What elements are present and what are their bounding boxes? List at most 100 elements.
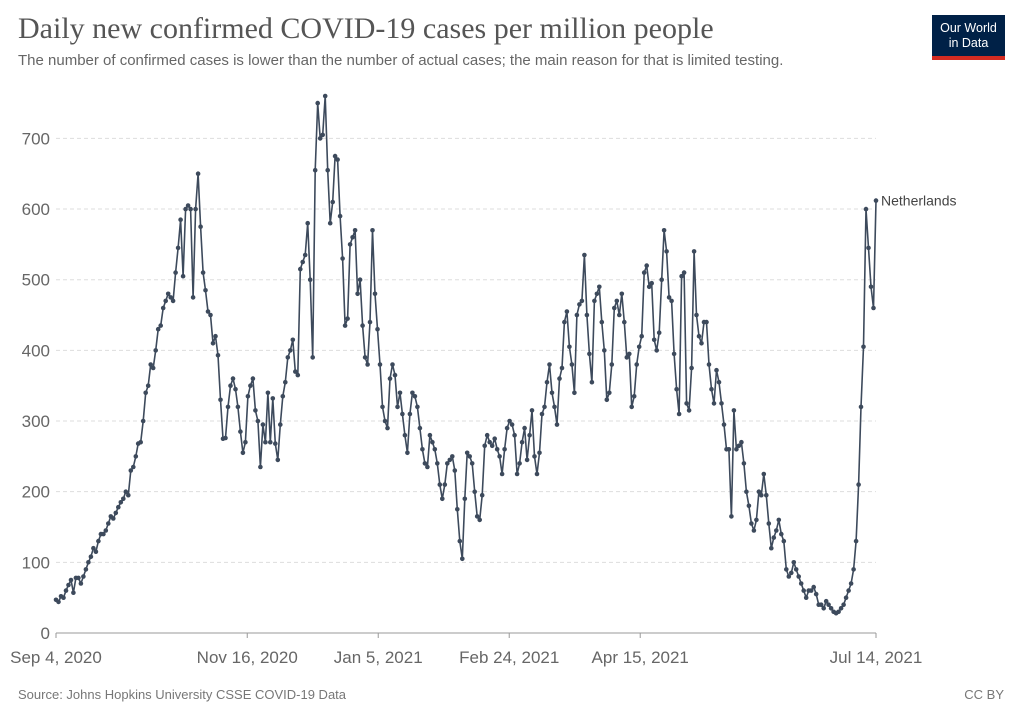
data-point [731,408,737,413]
data-point [457,538,463,544]
data-point [81,574,86,579]
data-point [706,362,712,367]
x-tick-label-3: Feb 24, 2021 [459,648,559,667]
y-tick-label-600: 600 [22,200,50,219]
data-point [218,397,223,403]
data-point [776,517,782,523]
data-point [823,598,829,604]
data-point [225,404,231,410]
data-point [781,538,787,544]
data-point [818,602,824,607]
data-point [749,521,754,526]
data-point [188,206,193,212]
data-point [327,220,333,226]
data-point [450,454,455,459]
data-point [562,319,567,325]
data-point [442,482,448,487]
data-point [280,394,286,399]
y-tick-label-0: 0 [41,624,50,643]
owid-logo[interactable]: Our World in Data [932,15,1005,60]
data-point [721,422,727,427]
data-point [759,492,764,498]
data-point [527,432,532,438]
data-point [821,606,826,611]
data-point [111,516,116,521]
data-point [385,425,390,431]
series-line[interactable] [55,95,877,614]
data-point [175,245,181,251]
data-point [858,404,864,410]
data-point [337,213,343,219]
data-point [629,404,634,410]
data-point [352,228,358,233]
data-point [407,411,413,417]
data-point [467,454,473,459]
data-point [255,418,261,424]
data-point [270,396,276,401]
data-point [564,309,570,314]
data-point [158,323,163,328]
data-point [113,510,119,516]
series-netherlands[interactable]: Netherlands [53,93,957,616]
data-point [614,298,620,304]
data-point [582,252,587,258]
data-point [711,401,717,406]
data-point [484,432,490,438]
data-point [345,316,350,321]
data-point [597,284,602,290]
data-point [793,567,799,572]
data-point [382,418,388,424]
data-point [664,249,669,254]
data-point [557,376,562,381]
data-point [851,567,856,572]
data-point [213,333,218,339]
data-point [619,291,625,297]
data-point [233,386,238,392]
data-point [786,574,792,579]
data-point [355,291,360,297]
data-point [392,372,398,378]
x-tick-label-2: Jan 5, 2021 [334,648,423,667]
data-point [856,482,861,487]
data-point [153,348,158,353]
source-note[interactable]: Source: Johns Hopkins University CSSE CO… [18,687,347,702]
data-point [322,93,328,99]
data-point [686,408,692,413]
data-point [377,362,383,367]
data-point [462,496,468,502]
series-label: Netherlands [881,193,957,209]
data-point [843,595,849,600]
data-point [607,390,612,396]
data-point [243,439,248,445]
data-point [400,411,405,417]
data-point [360,323,365,328]
data-point [507,418,512,424]
data-point [726,447,732,452]
data-point [312,167,318,173]
data-point [362,355,368,360]
data-point [460,556,465,562]
data-point [602,348,607,353]
data-point [472,489,478,495]
data-point [542,404,547,410]
data-point [415,404,420,410]
data-point [238,429,243,434]
data-point [489,443,495,449]
data-point [293,369,298,374]
license-link[interactable]: CC BY [964,687,1004,702]
data-point [103,528,109,533]
data-point [160,305,166,311]
data-point [350,235,355,240]
data-point [422,461,428,466]
data-point [691,249,697,254]
data-point [694,312,699,318]
y-tick-label-100: 100 [22,553,50,572]
data-point [101,531,106,537]
data-point [190,295,196,300]
data-point [76,575,81,581]
data-point [639,333,644,339]
y-axis-ticks: 0 100 200 300 400 500 600 700 [22,129,50,643]
data-point [342,323,348,328]
data-point [118,500,124,505]
